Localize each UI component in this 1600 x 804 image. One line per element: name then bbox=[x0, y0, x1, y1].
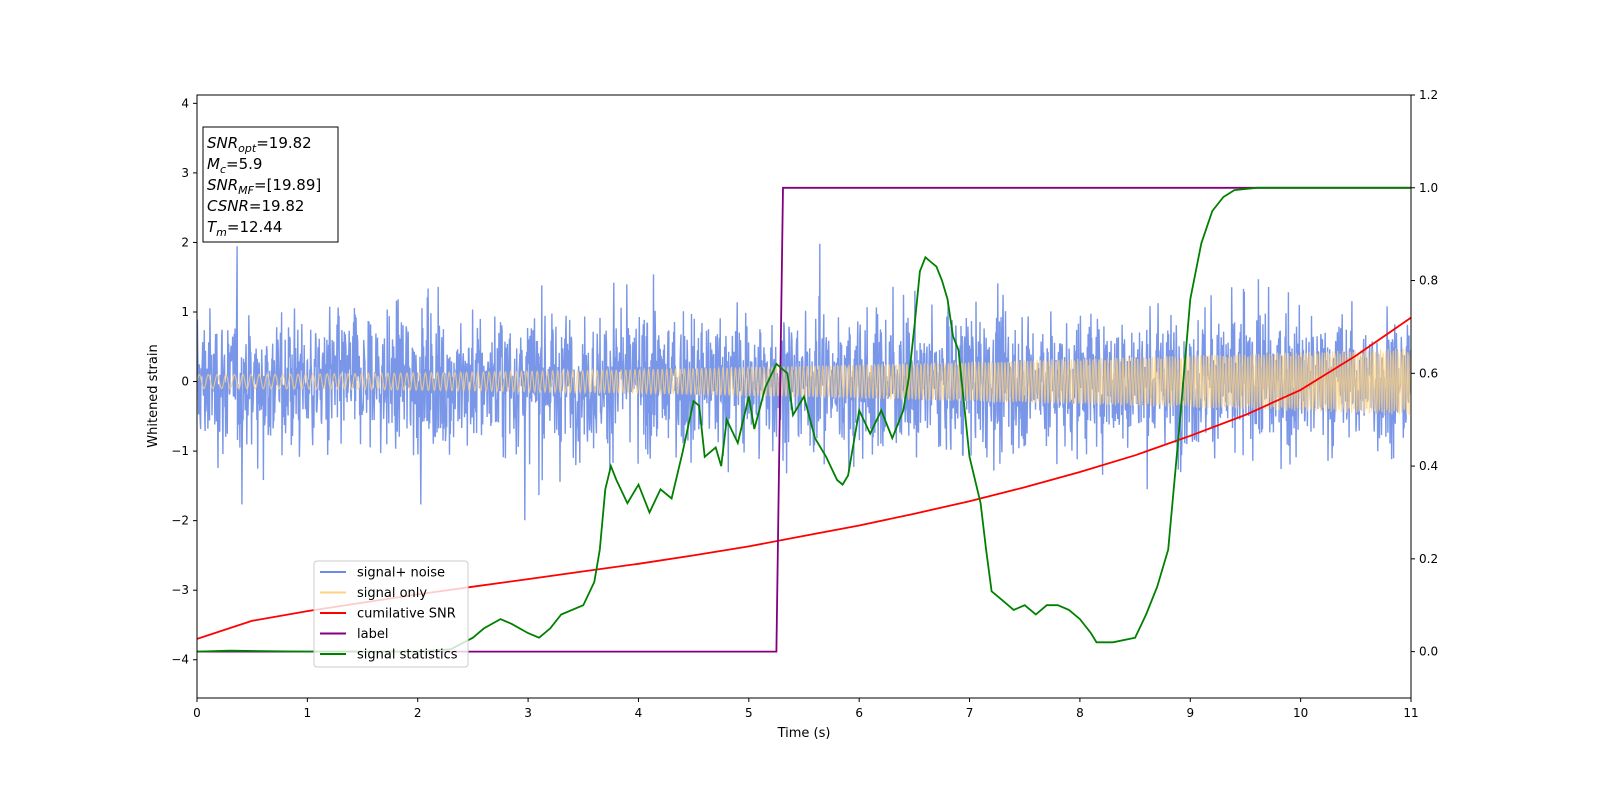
legend-label: label bbox=[357, 627, 388, 642]
info-value: =5.9 bbox=[226, 155, 262, 173]
legend-frame bbox=[313, 560, 469, 668]
info-line: Mc=5.9 bbox=[207, 155, 262, 176]
x-axis-label: Time (s) bbox=[777, 726, 831, 741]
info-line: CSNR=19.82 bbox=[207, 197, 304, 215]
info-value: =19.82 bbox=[256, 134, 312, 152]
info-symbol: CSNR bbox=[207, 197, 249, 215]
x-tick-label: 3 bbox=[524, 706, 532, 720]
info-box-frame bbox=[202, 126, 339, 243]
info-value: =19.82 bbox=[249, 197, 305, 215]
info-line: SNRopt=19.82 bbox=[207, 134, 312, 155]
y2-tick-label: 0.8 bbox=[1419, 274, 1438, 288]
x-tick-label: 5 bbox=[745, 706, 753, 720]
x-tick-label: 4 bbox=[635, 706, 643, 720]
y-tick-label: 1 bbox=[181, 305, 189, 319]
series-signal-only bbox=[197, 348, 1411, 415]
info-symbol: M bbox=[207, 155, 220, 173]
y2-tick-label: 1.2 bbox=[1419, 88, 1438, 102]
x-tick-label: 6 bbox=[855, 706, 863, 720]
legend-label: signal statistics bbox=[357, 648, 458, 663]
y-tick-label: 4 bbox=[181, 96, 189, 110]
legend-label: signal+ noise bbox=[357, 566, 445, 581]
x-tick-label: 7 bbox=[966, 706, 974, 720]
legend-entries: signal+ noise signal only cumilative SNR la… bbox=[320, 566, 458, 663]
y2-tick-label: 1.0 bbox=[1419, 181, 1438, 195]
x-tick-label: 10 bbox=[1293, 706, 1308, 720]
info-subscript: m bbox=[216, 226, 227, 239]
x-tick-label: 1 bbox=[304, 706, 312, 720]
x-tick-label: 8 bbox=[1076, 706, 1084, 720]
y-axis-label: Whitened strain bbox=[146, 344, 161, 447]
y2-tick-label: 0.2 bbox=[1419, 552, 1438, 566]
info-subscript: c bbox=[220, 163, 226, 176]
info-line: Tm=12.44 bbox=[207, 218, 282, 239]
y-axis-left: −4 −3 −2 −1 0 1 2 3 4 bbox=[171, 96, 197, 667]
series-label bbox=[197, 186, 1411, 653]
y-tick-label: −1 bbox=[171, 444, 189, 458]
info-value: =[19.89] bbox=[254, 176, 321, 194]
info-subscript: opt bbox=[238, 142, 257, 155]
x-tick-label: 0 bbox=[193, 706, 201, 720]
info-symbol: T bbox=[207, 218, 218, 236]
y2-tick-label: 0.0 bbox=[1419, 645, 1438, 659]
info-subscript: MF bbox=[238, 184, 254, 197]
x-tick-label: 2 bbox=[414, 706, 422, 720]
y-tick-label: −3 bbox=[171, 583, 189, 597]
x-axis: 0 1 2 3 4 5 6 7 8 9 10 11 bbox=[193, 698, 1419, 720]
y-tick-label: −4 bbox=[171, 653, 189, 667]
info-symbol: SNR bbox=[207, 176, 238, 194]
info-value: =12.44 bbox=[227, 218, 283, 236]
legend: signal+ noise signal only cumilative SNR la… bbox=[313, 560, 469, 668]
legend-label: cumilative SNR bbox=[357, 607, 456, 622]
x-tick-label: 11 bbox=[1403, 706, 1418, 720]
y-tick-label: −2 bbox=[171, 514, 189, 528]
info-box-lines: SNRopt=19.82Mc=5.9SNRMF=[19.89]CSNR=19.8… bbox=[207, 134, 321, 239]
y-tick-label: 2 bbox=[181, 235, 189, 249]
legend-label: signal only bbox=[357, 586, 427, 601]
series-signal-statistics bbox=[197, 186, 1411, 653]
y2-tick-label: 0.6 bbox=[1419, 366, 1438, 380]
info-symbol: SNR bbox=[207, 134, 238, 152]
y2-tick-label: 0.4 bbox=[1419, 459, 1438, 473]
plot-frame bbox=[196, 94, 1412, 699]
y-axis-right: 0.0 0.2 0.4 0.6 0.8 1.0 1.2 bbox=[1411, 88, 1438, 659]
info-line: SNRMF=[19.89] bbox=[207, 176, 321, 197]
y-tick-label: 0 bbox=[181, 375, 189, 389]
y-tick-label: 3 bbox=[181, 166, 189, 180]
x-tick-label: 9 bbox=[1186, 706, 1194, 720]
info-box: SNRopt=19.82Mc=5.9SNRMF=[19.89]CSNR=19.8… bbox=[202, 126, 339, 243]
